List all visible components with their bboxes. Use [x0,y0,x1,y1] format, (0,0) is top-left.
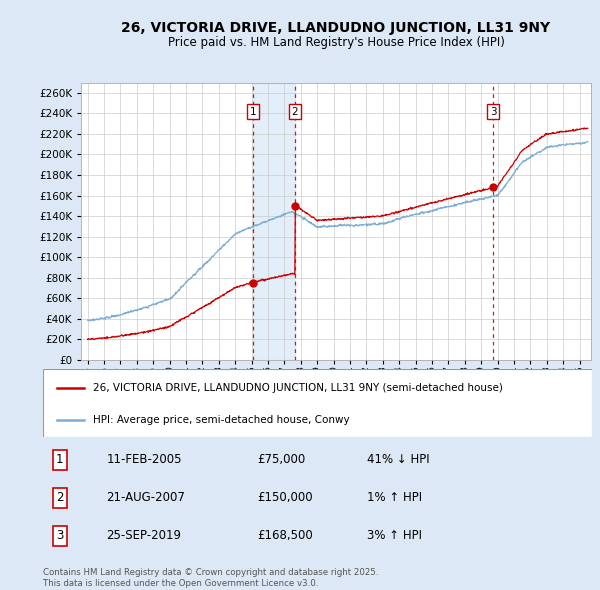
Text: Contains HM Land Registry data © Crown copyright and database right 2025.
This d: Contains HM Land Registry data © Crown c… [43,568,379,588]
Text: 2: 2 [292,107,298,117]
Text: 41% ↓ HPI: 41% ↓ HPI [367,453,430,466]
Text: £75,000: £75,000 [257,453,305,466]
Text: 26, VICTORIA DRIVE, LLANDUDNO JUNCTION, LL31 9NY: 26, VICTORIA DRIVE, LLANDUDNO JUNCTION, … [121,21,551,35]
Text: 1: 1 [56,453,64,466]
Text: 3: 3 [490,107,496,117]
Text: 3% ↑ HPI: 3% ↑ HPI [367,529,422,542]
Text: 25-SEP-2019: 25-SEP-2019 [106,529,181,542]
Text: 21-AUG-2007: 21-AUG-2007 [106,491,185,504]
Text: 26, VICTORIA DRIVE, LLANDUDNO JUNCTION, LL31 9NY (semi-detached house): 26, VICTORIA DRIVE, LLANDUDNO JUNCTION, … [92,383,502,393]
Text: 3: 3 [56,529,64,542]
Text: £150,000: £150,000 [257,491,313,504]
Text: 2: 2 [56,491,64,504]
Text: £168,500: £168,500 [257,529,313,542]
Bar [253,83,295,360]
Text: 1% ↑ HPI: 1% ↑ HPI [367,491,422,504]
Text: 11-FEB-2005: 11-FEB-2005 [106,453,182,466]
Text: HPI: Average price, semi-detached house, Conwy: HPI: Average price, semi-detached house,… [92,415,349,425]
Text: 1: 1 [250,107,257,117]
Text: Price paid vs. HM Land Registry's House Price Index (HPI): Price paid vs. HM Land Registry's House … [167,36,505,49]
FancyBboxPatch shape [43,369,592,437]
